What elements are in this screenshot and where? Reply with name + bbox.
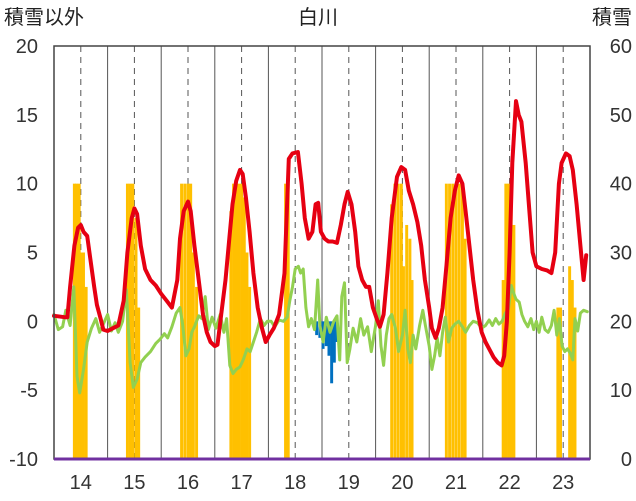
right-tick-label: 40: [610, 174, 632, 196]
series-line: [52, 99, 589, 368]
bar: [128, 183, 132, 459]
bar: [315, 321, 319, 336]
series-lines: [52, 99, 589, 395]
bar: [77, 183, 81, 459]
bar: [286, 183, 290, 459]
chart-title: 白川: [298, 5, 338, 29]
x-tick-label: 23: [552, 472, 574, 494]
bar: [568, 266, 572, 459]
bar: [460, 183, 464, 459]
left-tick-label: 20: [16, 36, 38, 58]
x-tick-label: 20: [391, 472, 413, 494]
bar: [451, 183, 455, 459]
bar: [248, 286, 252, 459]
bar: [408, 238, 412, 459]
bar: [234, 183, 238, 459]
left-tick-label: 5: [27, 243, 38, 265]
bar: [509, 183, 513, 459]
bar: [186, 183, 190, 459]
right-tick-label: 0: [621, 449, 632, 471]
left-axis-title: 積雪以外: [4, 5, 84, 29]
left-tick-label: 10: [16, 174, 38, 196]
bar: [79, 252, 83, 459]
left-tick-label: -5: [20, 380, 38, 402]
bar: [332, 321, 336, 363]
bar: [240, 183, 244, 459]
right-tick-label: 10: [610, 380, 632, 402]
right-tick-label: 20: [610, 311, 632, 333]
series-line: [52, 264, 589, 395]
bar: [84, 286, 88, 459]
x-tick-label: 14: [70, 472, 92, 494]
x-tick-label: 15: [123, 472, 145, 494]
bar: [137, 307, 141, 459]
right-axis-ticks: 0 10 20 30 40 50 60: [610, 36, 632, 471]
right-tick-label: 60: [610, 36, 632, 58]
bar: [512, 224, 516, 459]
bar: [284, 183, 288, 459]
left-tick-label: -10: [9, 449, 38, 471]
bar: [327, 321, 331, 356]
bar: [410, 280, 414, 459]
x-tick-label: 22: [498, 472, 520, 494]
x-tick-label: 18: [284, 472, 306, 494]
bar: [229, 211, 233, 459]
x-tick-label: 19: [338, 472, 360, 494]
x-tick-label: 21: [445, 472, 467, 494]
bar: [573, 307, 577, 459]
bar: [570, 280, 574, 459]
left-tick-label: 0: [27, 311, 38, 333]
left-axis-ticks: -10 -5 0 5 10 15 20: [9, 36, 38, 471]
bar: [242, 197, 246, 459]
bar: [324, 321, 328, 347]
right-axis-title: 積雪: [592, 5, 632, 29]
bar: [189, 183, 193, 459]
bar: [401, 266, 405, 459]
bar: [559, 307, 562, 459]
bar: [330, 321, 334, 384]
bar: [390, 204, 394, 459]
bar: [82, 252, 85, 459]
bar: [463, 238, 467, 459]
bar: [556, 307, 560, 459]
x-axis-ticks: 14 15 16 17 18 19 20 21 22 23: [70, 472, 575, 494]
bar: [131, 183, 135, 459]
x-tick-label: 16: [177, 472, 199, 494]
right-tick-label: 50: [610, 105, 632, 127]
bar: [134, 218, 138, 459]
bar: [448, 183, 452, 459]
bar: [183, 183, 187, 459]
bar: [245, 252, 249, 459]
left-tick-label: 15: [16, 105, 38, 127]
bar: [396, 183, 400, 459]
bar: [399, 183, 403, 459]
right-tick-label: 30: [610, 243, 632, 265]
bar: [237, 183, 241, 459]
bar: [454, 183, 458, 459]
bar: [191, 252, 195, 459]
x-tick-label: 17: [230, 472, 252, 494]
bar: [232, 183, 236, 459]
bar: [195, 286, 199, 459]
bar: [501, 280, 505, 459]
